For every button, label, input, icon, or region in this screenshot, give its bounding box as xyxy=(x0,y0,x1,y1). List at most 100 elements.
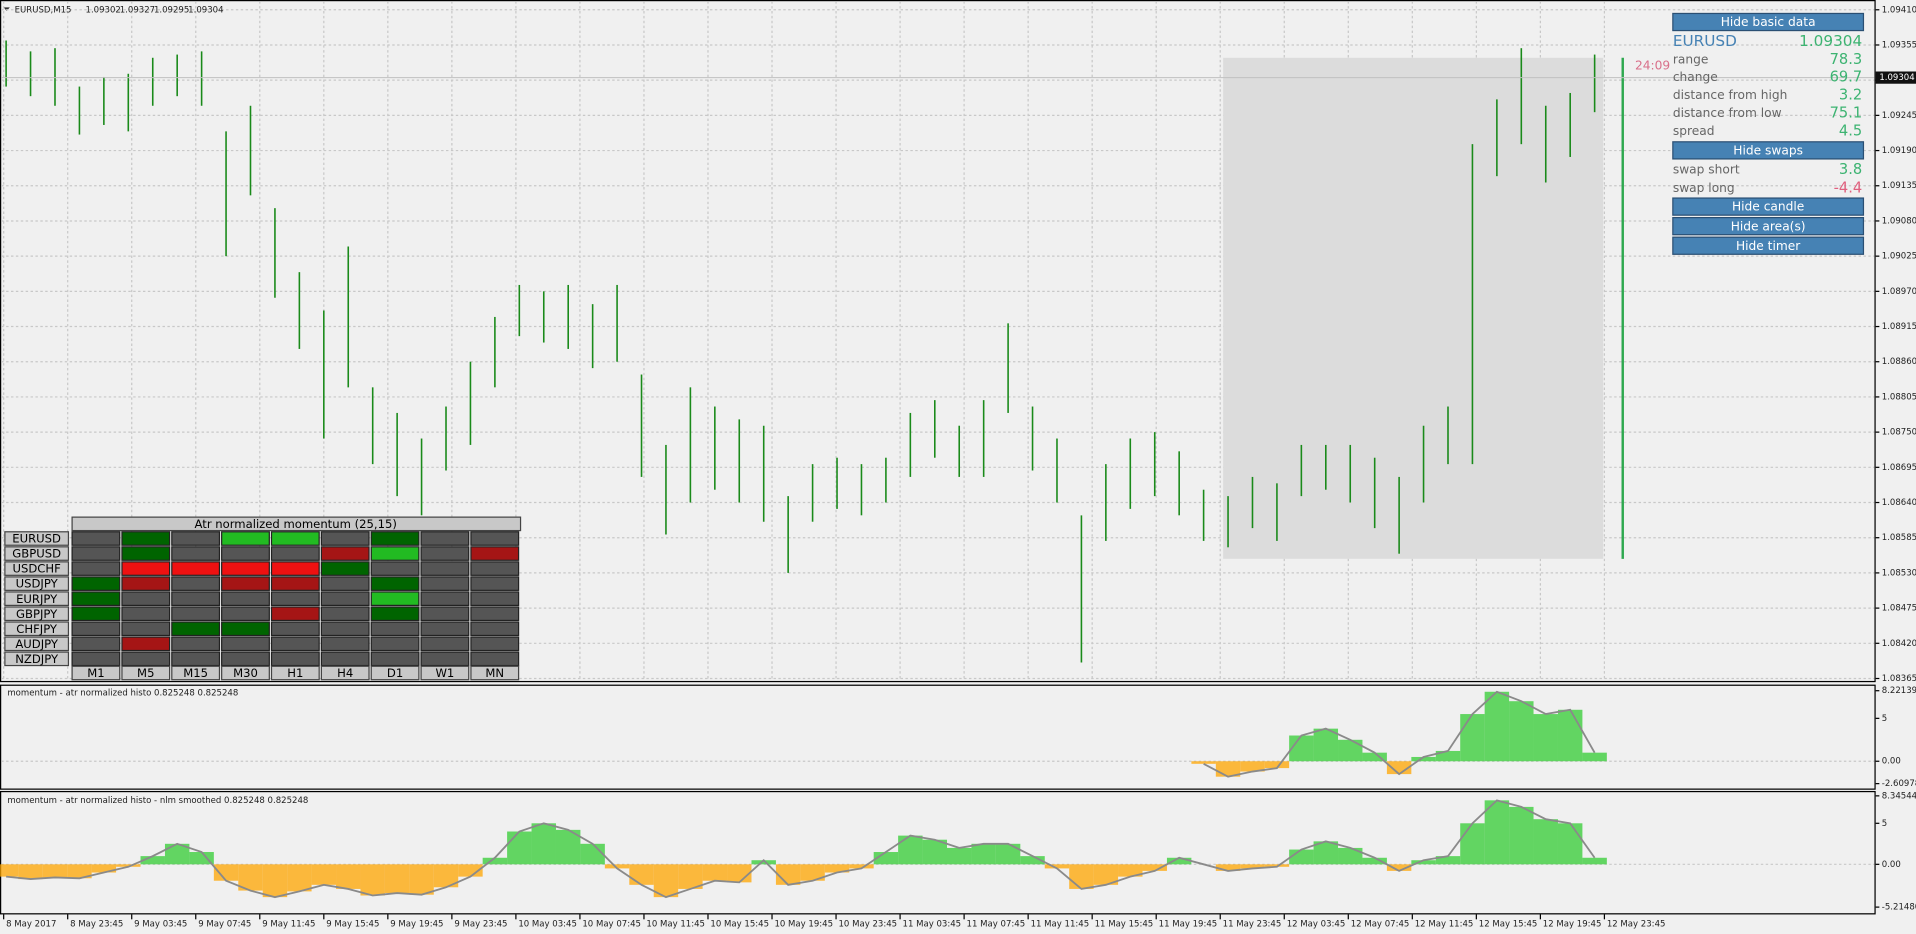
time-label: 11 May 03:45 xyxy=(903,920,962,930)
histogram-bar xyxy=(531,823,556,865)
row-label: USDCHF xyxy=(12,562,60,576)
histogram-bar xyxy=(1362,752,1387,762)
histogram-bar xyxy=(1484,800,1510,865)
histogram-bar xyxy=(849,864,874,869)
col-label-box xyxy=(370,665,420,681)
histogram-bar xyxy=(1142,864,1167,871)
time-label: 11 May 07:45 xyxy=(967,920,1026,930)
histogram-bar xyxy=(1069,864,1094,889)
histogram-bar xyxy=(262,864,288,898)
momentum-cell xyxy=(470,531,520,546)
histogram-bar xyxy=(409,864,434,895)
panel-button[interactable] xyxy=(1672,141,1865,160)
histogram-bar xyxy=(555,829,581,865)
time-label: 12 May 19:45 xyxy=(1543,920,1602,930)
col-label-box xyxy=(221,665,270,681)
panel-button[interactable] xyxy=(1672,12,1865,32)
ohlc-value: 1.09295 xyxy=(154,5,189,15)
histogram-bar xyxy=(1289,849,1314,865)
histogram-bar xyxy=(18,864,43,880)
histogram-bar xyxy=(653,864,679,898)
histogram-bar xyxy=(213,864,239,881)
panel-button[interactable] xyxy=(1672,197,1865,216)
histogram-bar xyxy=(1118,864,1143,877)
panel-button-label[interactable]: Hide area(s) xyxy=(1731,219,1806,233)
histogram-bar xyxy=(922,839,948,865)
histogram-bar xyxy=(1191,761,1216,764)
stat-value: 78.3 xyxy=(1830,51,1863,68)
y-tick-label: 1.08695 xyxy=(1882,463,1916,473)
momentum-cell xyxy=(320,546,370,561)
momentum-cell xyxy=(320,651,370,667)
indicator-title: momentum - atr normalized histo - nlm sm… xyxy=(7,796,308,806)
row-label: GBPJPY xyxy=(16,607,58,621)
histogram-bar xyxy=(1093,864,1119,885)
momentum-cell xyxy=(71,591,121,606)
momentum-cell xyxy=(221,621,270,637)
panel-button-label[interactable]: Hide swaps xyxy=(1733,143,1803,157)
time-label: 9 May 19:45 xyxy=(390,920,443,930)
histogram-bar xyxy=(947,847,972,865)
momentum-cell xyxy=(370,546,420,561)
momentum-cell xyxy=(121,651,171,667)
col-label: H4 xyxy=(337,666,353,680)
momentum-cell xyxy=(221,651,270,667)
row-label: CHFJPY xyxy=(16,622,58,636)
momentum-cell xyxy=(370,651,420,667)
momentum-cell xyxy=(121,576,171,591)
momentum-cell xyxy=(121,546,171,561)
price-tag-label: 1.09304 xyxy=(1879,73,1914,83)
momentum-cell xyxy=(171,636,221,652)
momentum-cell xyxy=(320,576,370,591)
panel-button-label[interactable]: Hide basic data xyxy=(1721,15,1816,29)
momentum-cell xyxy=(71,651,121,667)
time-area xyxy=(1223,57,1604,559)
histogram-bar xyxy=(1362,857,1387,865)
time-label: 12 May 07:45 xyxy=(1351,920,1410,930)
histogram-bar xyxy=(1313,841,1339,865)
panel-button[interactable] xyxy=(1672,216,1865,236)
y-tick-label: 1.09190 xyxy=(1882,146,1916,156)
momentum-cell xyxy=(71,576,121,591)
table-title-box xyxy=(71,516,522,532)
histogram-bar xyxy=(1557,709,1583,762)
ohlc-value: 1.09302 xyxy=(86,5,121,15)
col-label-box xyxy=(270,665,320,681)
time-label: 10 May 11:45 xyxy=(646,920,705,930)
momentum-cell xyxy=(370,621,420,637)
momentum-cell xyxy=(370,531,420,546)
momentum-cell xyxy=(121,561,171,576)
histogram-bar xyxy=(824,864,850,873)
histogram-bar xyxy=(1338,739,1363,762)
momentum-cell xyxy=(320,561,370,576)
momentum-cell xyxy=(171,606,221,622)
histogram-bar xyxy=(67,864,92,879)
panel-button-label[interactable]: Hide timer xyxy=(1736,239,1801,253)
plot-area xyxy=(0,40,1875,899)
histogram-bar xyxy=(1020,856,1045,865)
histogram-bar xyxy=(91,864,117,873)
momentum-cell xyxy=(121,621,171,637)
momentum-cell xyxy=(270,621,320,637)
stat-value: 4.5 xyxy=(1839,122,1862,139)
momentum-cell xyxy=(470,606,520,622)
histogram-bar xyxy=(1289,735,1314,762)
panel-button-label[interactable]: Hide candle xyxy=(1732,200,1804,214)
histogram-bar xyxy=(1484,691,1510,762)
histogram-bar xyxy=(1460,714,1485,762)
momentum-cell xyxy=(320,531,370,546)
row-label: USDJPY xyxy=(16,577,59,591)
panel-button[interactable] xyxy=(1672,236,1865,255)
histogram-bar xyxy=(1411,860,1436,865)
y-tick-label: 8.345444 xyxy=(1882,791,1916,801)
histogram-bar xyxy=(1411,756,1436,762)
time-label: 9 May 03:45 xyxy=(134,920,187,930)
momentum-cell xyxy=(171,561,221,576)
time-label: 9 May 15:45 xyxy=(326,920,379,930)
histogram-bar xyxy=(1509,701,1534,762)
swap-value: -4.4 xyxy=(1834,179,1863,196)
histogram-bar xyxy=(800,864,825,881)
col-label: M1 xyxy=(87,666,104,680)
